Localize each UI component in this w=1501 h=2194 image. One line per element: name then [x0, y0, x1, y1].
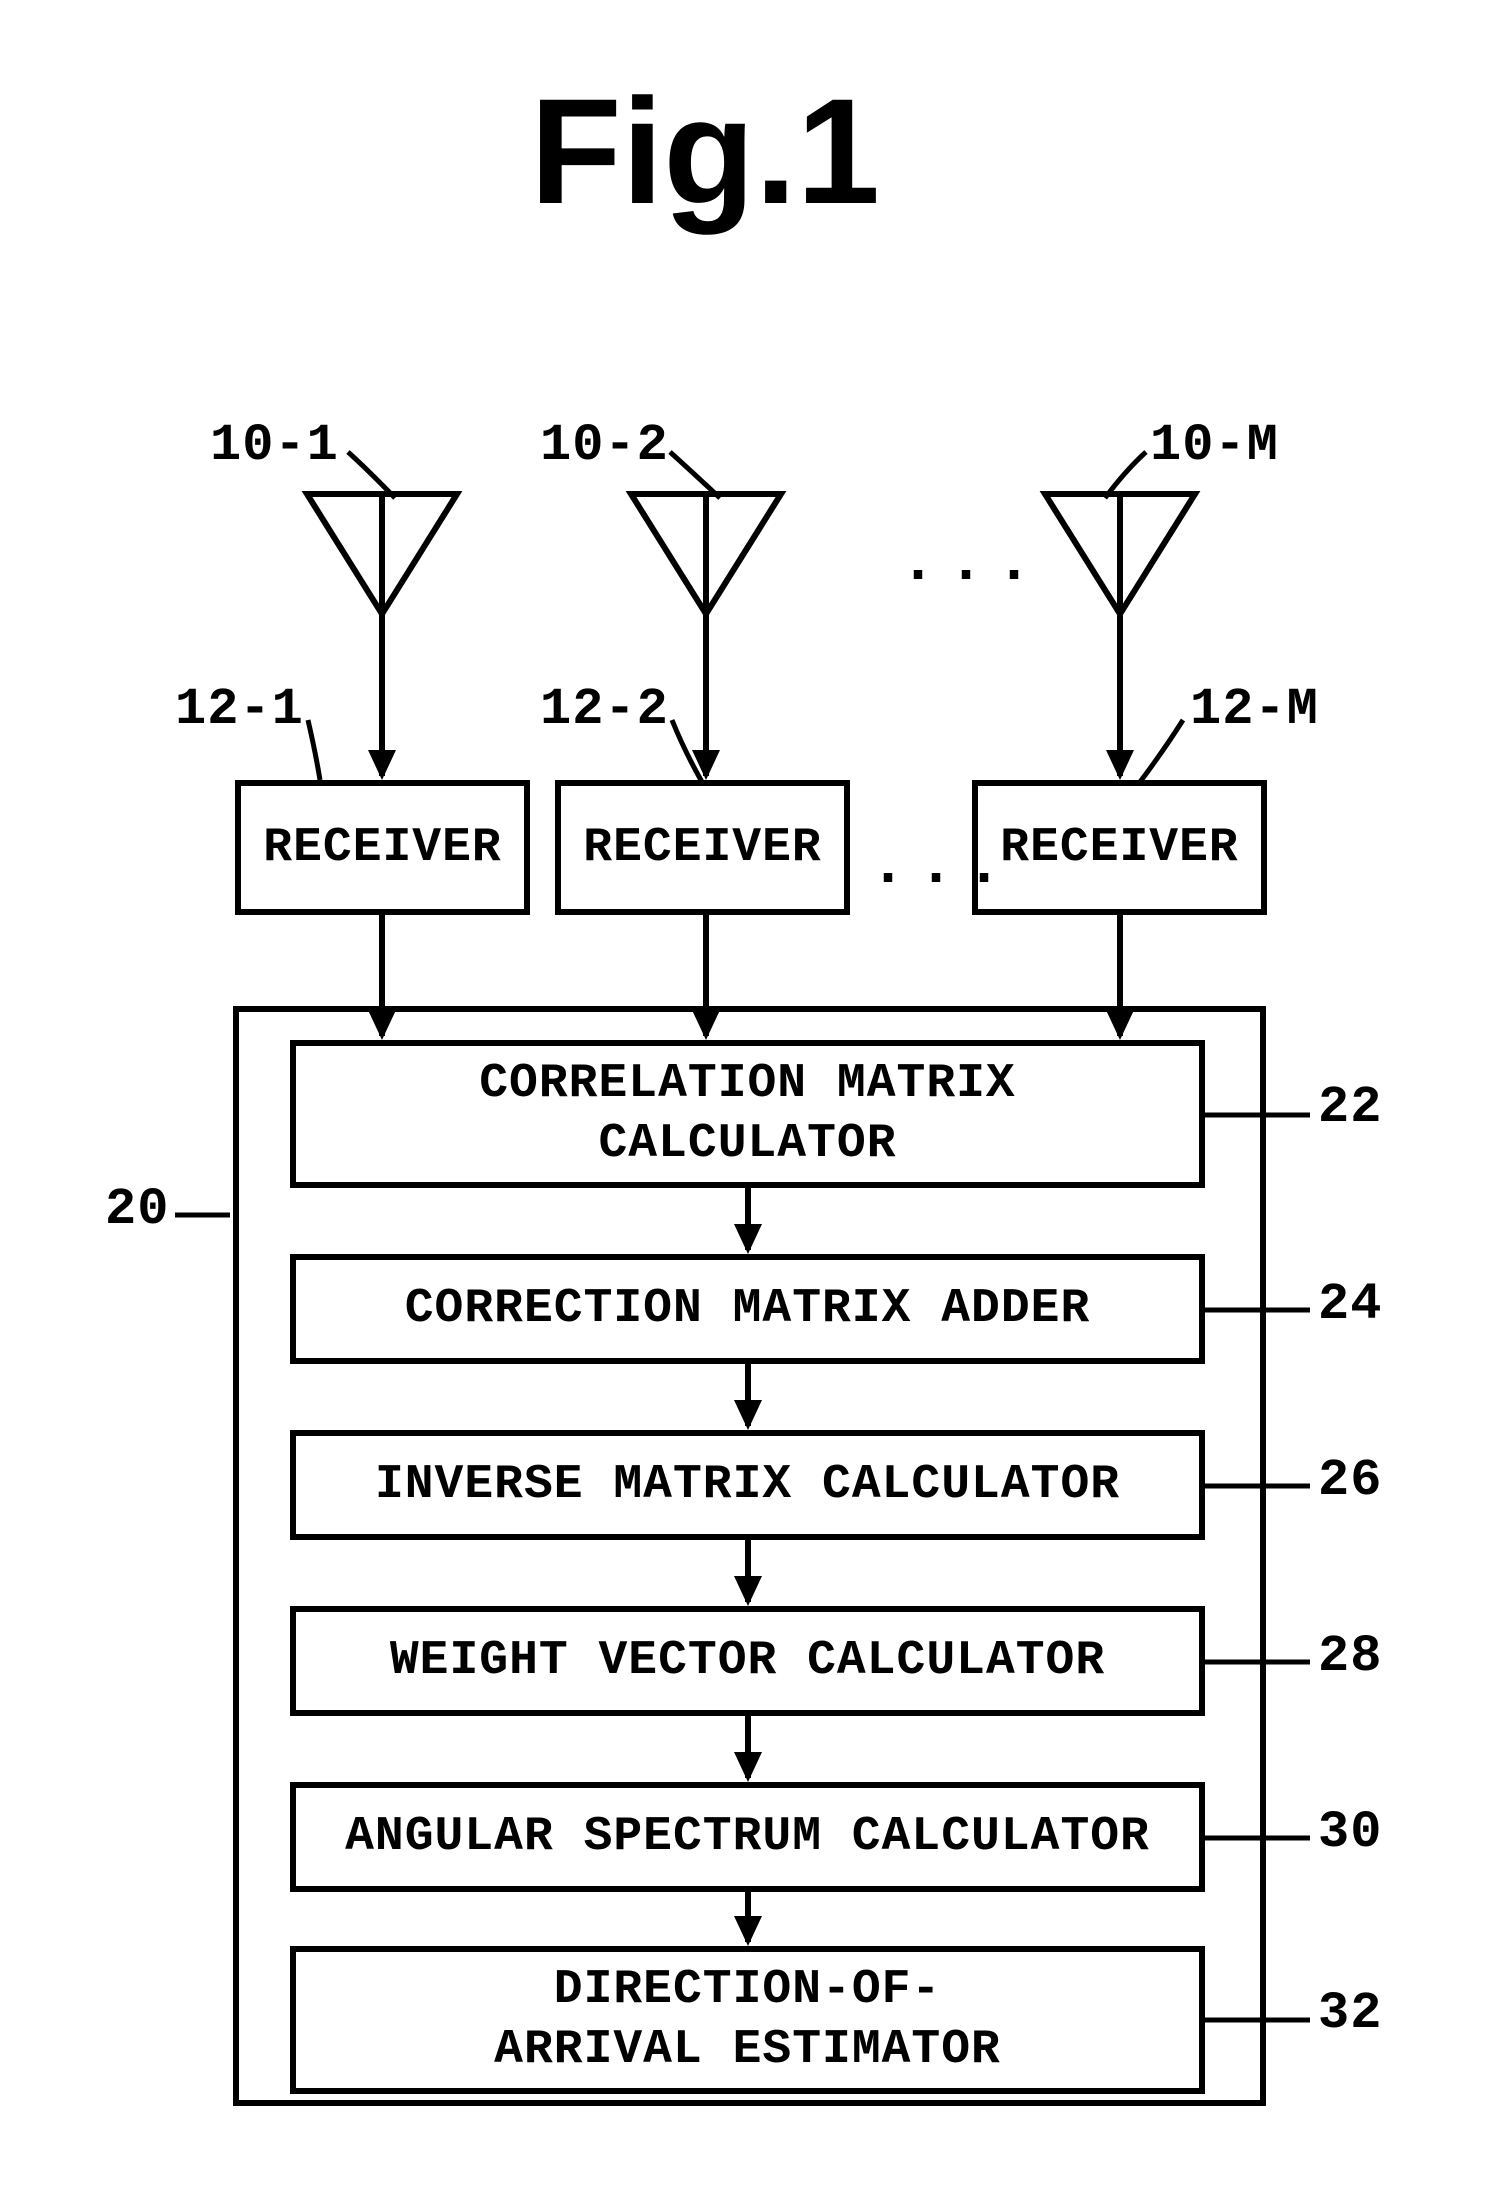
stage-correlation-matrix-text: CORRELATION MATRIXCALCULATOR: [479, 1054, 1015, 1174]
ellipsis-antennas: ...: [900, 530, 1044, 598]
figure-title: Fig.1: [530, 65, 880, 238]
stage-label-28: 28: [1318, 1627, 1382, 1686]
main-container-label: 20: [105, 1180, 169, 1239]
receiver-box-m: RECEIVER: [972, 780, 1267, 915]
stage-doa-estimator: DIRECTION-OF-ARRIVAL ESTIMATOR: [290, 1946, 1205, 2094]
stage-label-22: 22: [1318, 1078, 1382, 1137]
leader-antenna-2: [670, 452, 720, 498]
stage-weight-vector: WEIGHT VECTOR CALCULATOR: [290, 1606, 1205, 1716]
stage-correction-adder-text: CORRECTION MATRIX ADDER: [405, 1279, 1091, 1339]
stage-weight-vector-text: WEIGHT VECTOR CALCULATOR: [390, 1631, 1105, 1691]
antenna-icon-1: [307, 494, 457, 780]
stage-inverse-matrix-text: INVERSE MATRIX CALCULATOR: [375, 1455, 1120, 1515]
stage-correlation-matrix: CORRELATION MATRIXCALCULATOR: [290, 1040, 1205, 1188]
receiver-box-2: RECEIVER: [555, 780, 850, 915]
receiver-callout-2: 12-2: [540, 680, 669, 739]
receiver-box-2-text: RECEIVER: [583, 818, 821, 878]
stage-correction-adder: CORRECTION MATRIX ADDER: [290, 1254, 1205, 1364]
receiver-box-m-text: RECEIVER: [1000, 818, 1238, 878]
leader-receiver-m: [1140, 720, 1183, 782]
stage-inverse-matrix: INVERSE MATRIX CALCULATOR: [290, 1430, 1205, 1540]
stage-label-24: 24: [1318, 1275, 1382, 1334]
ellipsis-receivers: ...: [870, 833, 1014, 901]
leader-receiver-2: [672, 720, 702, 782]
diagram-canvas: Fig.1 10-1 10-2 10-M ... 12-1 12-2 12-M …: [0, 0, 1501, 2194]
leader-antenna-m: [1105, 452, 1146, 498]
stage-label-30: 30: [1318, 1803, 1382, 1862]
stage-label-32: 32: [1318, 1984, 1382, 2043]
antenna-label-2: 10-2: [540, 416, 669, 475]
receiver-box-1: RECEIVER: [235, 780, 530, 915]
stage-label-26: 26: [1318, 1451, 1382, 1510]
stage-angular-spectrum-text: ANGULAR SPECTRUM CALCULATOR: [345, 1807, 1150, 1867]
stage-angular-spectrum: ANGULAR SPECTRUM CALCULATOR: [290, 1782, 1205, 1892]
receiver-box-1-text: RECEIVER: [263, 818, 501, 878]
antenna-label-1: 10-1: [210, 416, 339, 475]
leader-receiver-1: [308, 720, 320, 780]
receiver-callout-m: 12-M: [1190, 680, 1319, 739]
antenna-icon-m: [1045, 494, 1195, 780]
leader-antenna-1: [348, 452, 395, 498]
stage-doa-estimator-text: DIRECTION-OF-ARRIVAL ESTIMATOR: [494, 1960, 1001, 2080]
antenna-label-m: 10-M: [1150, 416, 1279, 475]
receiver-callout-1: 12-1: [175, 680, 304, 739]
